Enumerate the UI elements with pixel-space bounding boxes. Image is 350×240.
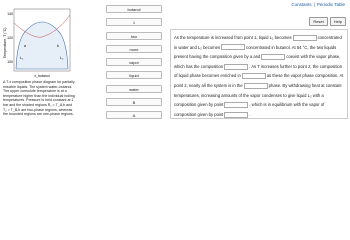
help-button[interactable]: Help bbox=[329, 17, 346, 26]
y-tick: 100 bbox=[7, 60, 13, 64]
answer-blank[interactable] bbox=[243, 82, 268, 89]
y-tick: 140 bbox=[7, 12, 13, 16]
y-tick: 120 bbox=[7, 36, 13, 40]
answer-blank[interactable] bbox=[224, 63, 249, 70]
answer-blank[interactable] bbox=[292, 34, 317, 41]
question-segment: , which is in equilibrium with the vapor… bbox=[174, 102, 325, 117]
answer-blank[interactable] bbox=[221, 44, 246, 51]
answer-blank[interactable] bbox=[224, 102, 249, 109]
answer-blank[interactable] bbox=[241, 73, 266, 80]
y-axis-label: Temperature, T (°C) bbox=[3, 28, 7, 59]
question-segment: . As T increases further to point 2, the… bbox=[174, 63, 343, 79]
answer-blank[interactable] bbox=[261, 54, 286, 61]
word-tile[interactable]: butanol bbox=[106, 5, 162, 13]
question-segment: As the temperature is increased from poi… bbox=[174, 35, 292, 40]
region-label: L₁ bbox=[20, 56, 24, 60]
question-text: As the temperature is increased from poi… bbox=[170, 29, 348, 119]
header-links: Constants | Periodic Table bbox=[290, 2, 346, 7]
point-label: a bbox=[24, 44, 26, 48]
question-segment: concentrated in butanol. At 54 °C, the t… bbox=[174, 44, 337, 60]
word-tile[interactable]: vapor bbox=[106, 58, 162, 67]
question-segment: coexist with the vapor phase, which has … bbox=[174, 54, 341, 69]
word-tile[interactable]: 1 bbox=[106, 18, 162, 27]
word-tile[interactable]: water bbox=[106, 84, 162, 93]
separator: | bbox=[313, 2, 315, 7]
reset-button[interactable]: Reset bbox=[309, 17, 328, 26]
question-segment: phase. By withdrawing heat at constant t… bbox=[174, 82, 342, 108]
x-axis-label: x_butanol bbox=[34, 74, 49, 78]
question-segment: concentrated in water and L₂ becomes bbox=[174, 35, 342, 50]
buttons: Reset Help bbox=[309, 17, 346, 26]
link[interactable]: Constants bbox=[291, 2, 312, 7]
page: Constants | Periodic Table Reset Help Temp… bbox=[3, 2, 348, 125]
region-label: L₂ bbox=[60, 56, 64, 60]
vapor-curve bbox=[13, 14, 71, 38]
question-segment: as these the vapor phase composition. At… bbox=[174, 73, 344, 88]
word-bank: butanol 1 two none vapor liquid water B A bbox=[106, 5, 162, 125]
point-label: b bbox=[57, 44, 59, 48]
figure-caption: A T-x composition phase diagram for part… bbox=[3, 80, 75, 117]
answer-blank[interactable] bbox=[224, 111, 249, 118]
question-segment: . bbox=[249, 111, 251, 117]
link[interactable]: Periodic Table bbox=[316, 2, 345, 7]
word-tile[interactable]: B bbox=[106, 98, 162, 107]
word-tile[interactable]: two bbox=[106, 31, 162, 40]
word-tile[interactable]: liquid bbox=[106, 71, 162, 80]
word-tile[interactable]: A bbox=[106, 111, 162, 120]
phase-diagram: Temperature, T (°C) 140 120 100 x_butano… bbox=[3, 8, 71, 78]
word-tile[interactable]: none bbox=[106, 44, 162, 53]
